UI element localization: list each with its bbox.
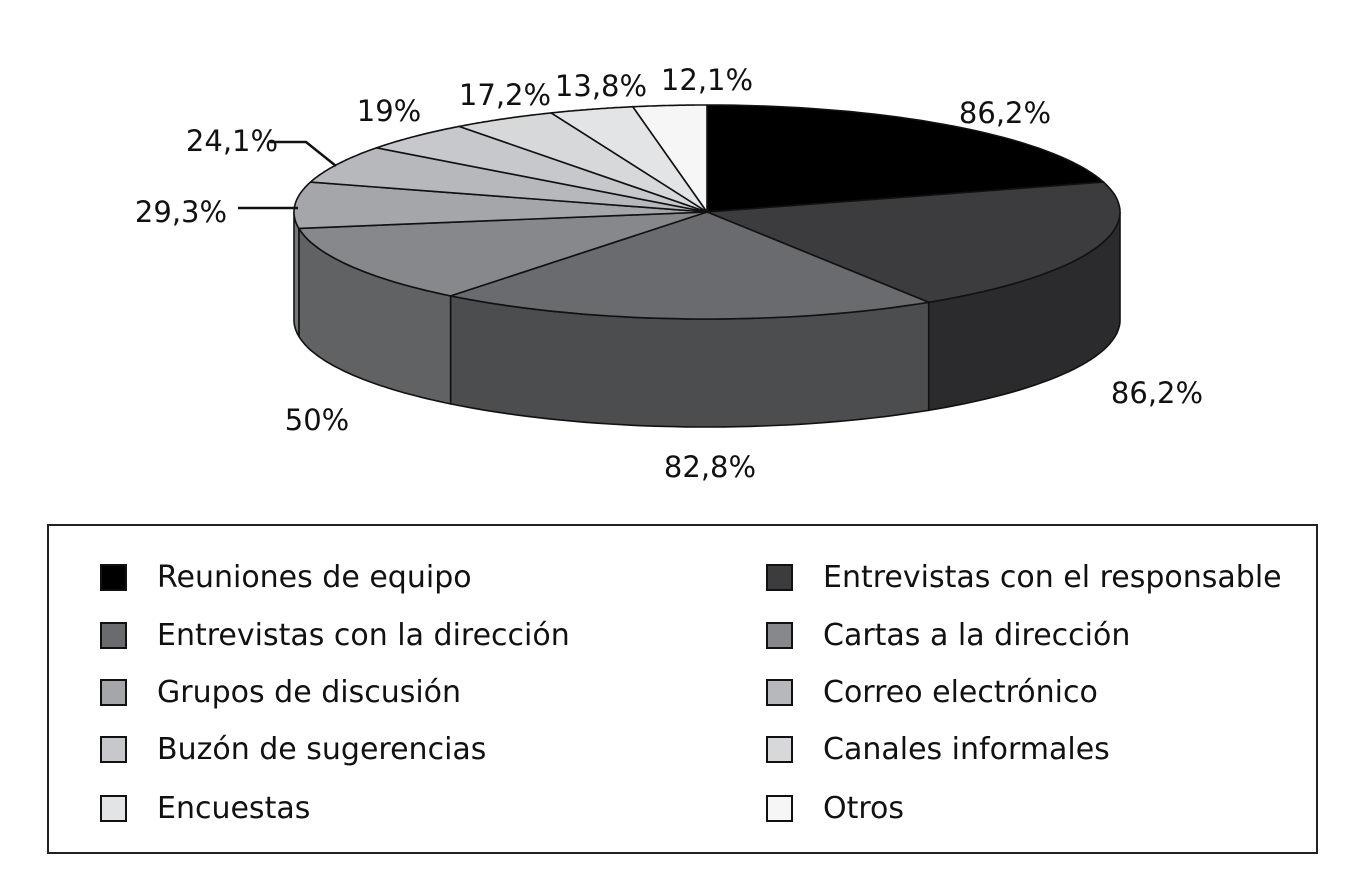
pie-slice [298,211,708,297]
data-label: 86,2% [1111,376,1203,410]
legend-swatch [766,735,793,763]
data-label: 17,2% [459,78,551,112]
legend-swatch [766,563,793,591]
data-label: 13,8% [555,69,647,103]
legend-item: Encuestas [100,788,310,828]
legend-item: Cartas a la dirección [766,615,1130,655]
pie-side-walls [293,211,1121,428]
legend-item: Canales informales [766,729,1110,769]
legend-swatch [100,735,127,763]
legend-label: Correo electrónico [823,674,1098,710]
pie-slice [706,181,1121,304]
pie-slice [293,181,708,230]
pie-slice [375,125,708,213]
legend-label: Cartas a la dirección [823,617,1131,653]
pie-slice [309,147,708,213]
legend-item: Otros [766,788,904,828]
chart-legend: Reuniones de equipo Entrevistas con el r… [47,524,1318,854]
legend-label: Grupos de discusión [157,674,462,710]
data-labels: 86,2% 86,2% 82,8% 50% 29,3% 24,1% 19% 17,2% 13,8… [135,63,1203,484]
legend-swatch [766,678,793,706]
legend-item: Grupos de discusión [100,672,461,712]
data-label: 12,1% [661,63,753,97]
legend-swatch [766,794,793,822]
legend-item: Reuniones de equipo [100,557,472,597]
legend-label: Buzón de sugerencias [157,731,487,767]
legend-label: Otros [823,790,905,826]
legend-label: Encuestas [157,790,311,826]
legend-item: Entrevistas con la dirección [100,615,570,655]
legend-label: Reuniones de equipo [157,559,472,595]
legend-label: Entrevistas con la dirección [157,617,570,653]
legend-label: Canales informales [823,731,1110,767]
legend-label: Entrevistas con el responsable [823,559,1282,595]
data-label: 24,1% [186,124,278,158]
legend-swatch [100,621,127,649]
pie-slice [550,105,708,213]
pie-side-wall [293,212,300,337]
legend-item: Entrevistas con el responsable [766,557,1282,597]
legend-swatch [766,621,793,649]
data-label: 29,3% [135,195,227,229]
legend-item: Buzón de sugerencias [100,729,486,769]
data-label: 19% [357,94,421,128]
pie-top-slices [293,104,1121,320]
pie-chart: 86,2% 86,2% 82,8% 50% 29,3% 24,1% 19% 17,2% 13,8… [135,63,1203,484]
leader-line [270,140,337,167]
data-label: 50% [285,403,349,437]
pie-slice [632,104,708,213]
data-label: 86,2% [959,96,1051,130]
data-label: 82,8% [664,450,756,484]
legend-swatch [100,678,127,706]
legend-swatch [100,563,127,591]
pie-slice [449,211,930,320]
pie-slice [458,112,708,213]
legend-swatch [100,794,127,822]
pie-slice [706,104,1105,213]
label-leader-lines [238,140,337,210]
legend-item: Correo electrónico [766,672,1098,712]
